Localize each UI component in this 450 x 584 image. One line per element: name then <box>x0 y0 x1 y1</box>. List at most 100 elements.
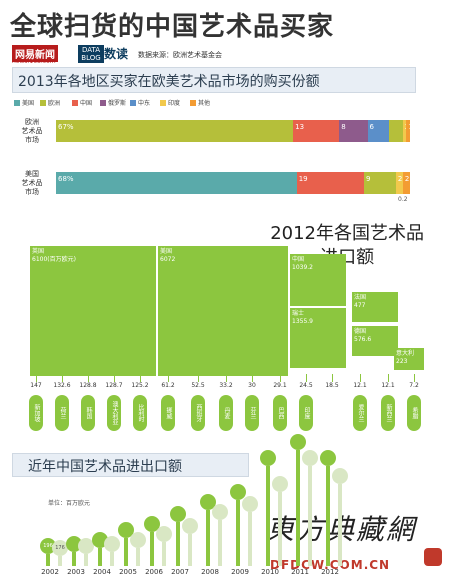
import-column <box>136 548 140 566</box>
import-small-value: 30 <box>248 382 256 389</box>
share-bar-segment: 19 <box>296 172 364 194</box>
import-block: 中国 1039.2 <box>290 254 346 306</box>
import-small-stem <box>280 374 281 382</box>
export-column <box>296 450 300 566</box>
import-label-circle <box>130 532 146 548</box>
trade-section-header <box>12 453 249 477</box>
import-label-circle <box>302 450 318 466</box>
export-column <box>150 532 154 566</box>
import-small-country: 印度 <box>299 395 313 431</box>
export-column <box>206 510 210 566</box>
trade-unit-label: 单位：百万欧元 <box>48 500 91 507</box>
export-column <box>72 552 76 566</box>
export-label-circle <box>230 484 246 500</box>
page-title: 全球扫货的中国艺术品买家 <box>10 12 335 42</box>
share-legend: 美国 欧洲 中国 俄罗斯 中东 印度 其他 <box>14 98 414 110</box>
export-column <box>326 466 330 566</box>
import-column <box>218 520 222 566</box>
legend-swatch <box>100 99 106 106</box>
year-label: 2008 <box>201 568 219 576</box>
legend-item: 其他 <box>190 98 210 107</box>
import-small-country: 澳大利亚 <box>107 395 121 431</box>
year-label: 2002 <box>41 568 59 576</box>
legend-swatch <box>160 99 166 106</box>
import-small-stem <box>168 374 169 382</box>
share-bar-segment: 68% <box>56 172 297 194</box>
import-small-value: 128.7 <box>105 382 123 389</box>
share-bar-segment: 9 <box>363 172 396 194</box>
import-block-value: 6100(百万欧元) <box>32 256 76 263</box>
import-column <box>338 484 342 566</box>
import-block: 瑞士 1355.9 <box>290 308 346 368</box>
import-block-country: 英国 <box>32 248 45 255</box>
export-label-circle <box>260 450 276 466</box>
legend-item: 美国 <box>14 98 34 107</box>
import-column <box>248 512 252 566</box>
import-small-value: 125.2 <box>131 382 149 389</box>
share-bar-segment <box>388 120 403 142</box>
import-block-country: 美国 <box>160 248 173 255</box>
legend-item: 中国 <box>72 98 92 107</box>
export-label-circle <box>118 522 134 538</box>
export-label-circle <box>320 450 336 466</box>
import-small-country: 希腊 <box>407 395 421 431</box>
legend-label: 中东 <box>138 100 151 107</box>
legend-label: 中国 <box>80 100 93 107</box>
import-small-value: 29.1 <box>273 382 287 389</box>
year-label: 2006 <box>145 568 163 576</box>
import-small-stem <box>306 374 307 382</box>
import-small-stem <box>360 374 361 382</box>
import-label-circle <box>332 468 348 484</box>
import-block-country: 法国 <box>354 294 367 301</box>
share-bar-segment: 1 <box>406 120 410 142</box>
data-source: 数据来源：欧洲艺术基金会 <box>138 51 222 59</box>
year-label: 2004 <box>93 568 111 576</box>
import-block-country: 瑞士 <box>292 310 305 317</box>
import-column <box>278 492 282 566</box>
import-small-country: 西班牙 <box>191 395 205 431</box>
year-label: 2009 <box>231 568 249 576</box>
import-small-country: 新西兰 <box>381 395 395 431</box>
import-small-country: 荷兰 <box>55 395 69 431</box>
legend-swatch <box>130 99 136 106</box>
import-block-value: 477 <box>354 302 366 309</box>
import-block-value: 1355.9 <box>292 318 313 325</box>
legend-label: 印度 <box>168 100 181 107</box>
import-small-country: 爱尔兰 <box>353 395 367 431</box>
export-label-circle <box>144 516 160 532</box>
legend-label: 其他 <box>198 100 211 107</box>
netease-news-url: news.163.com <box>12 58 56 65</box>
legend-label: 美国 <box>22 100 35 107</box>
shudu-logo: 数读 <box>104 47 129 61</box>
import-small-value: 128.8 <box>79 382 97 389</box>
share-note: 0.2 <box>398 196 408 203</box>
import-small-stem <box>414 374 415 382</box>
import-small-stem <box>252 374 253 382</box>
share-bar-segment: 2 <box>402 172 410 194</box>
share-bar-segment: 8 <box>339 120 368 142</box>
import-small-value: 12.1 <box>353 382 367 389</box>
year-label: 2003 <box>67 568 85 576</box>
import-label-circle <box>212 504 228 520</box>
export-column <box>176 522 180 566</box>
share-bar-segment: 67% <box>56 120 294 142</box>
export-column <box>98 548 102 566</box>
import-column <box>308 466 312 566</box>
import-small-stem <box>88 374 89 382</box>
legend-item: 中东 <box>130 98 150 107</box>
import-small-stem <box>388 374 389 382</box>
import-block: 美国 6072 <box>158 246 288 376</box>
export-column <box>236 500 240 566</box>
export-column <box>124 538 128 566</box>
data-blog-logo: DATA BLOG <box>78 45 104 63</box>
import-small-value: 18.5 <box>325 382 339 389</box>
year-label: 2010 <box>261 568 279 576</box>
import-column <box>58 556 62 566</box>
import-label-circle <box>78 538 94 554</box>
import-small-value: 147 <box>30 382 42 389</box>
import-label-circle <box>182 518 198 534</box>
import-column <box>84 554 88 566</box>
import-small-stem <box>36 374 37 382</box>
import-block: 德国 576.6 <box>352 326 398 356</box>
import-small-value: 33.2 <box>219 382 233 389</box>
